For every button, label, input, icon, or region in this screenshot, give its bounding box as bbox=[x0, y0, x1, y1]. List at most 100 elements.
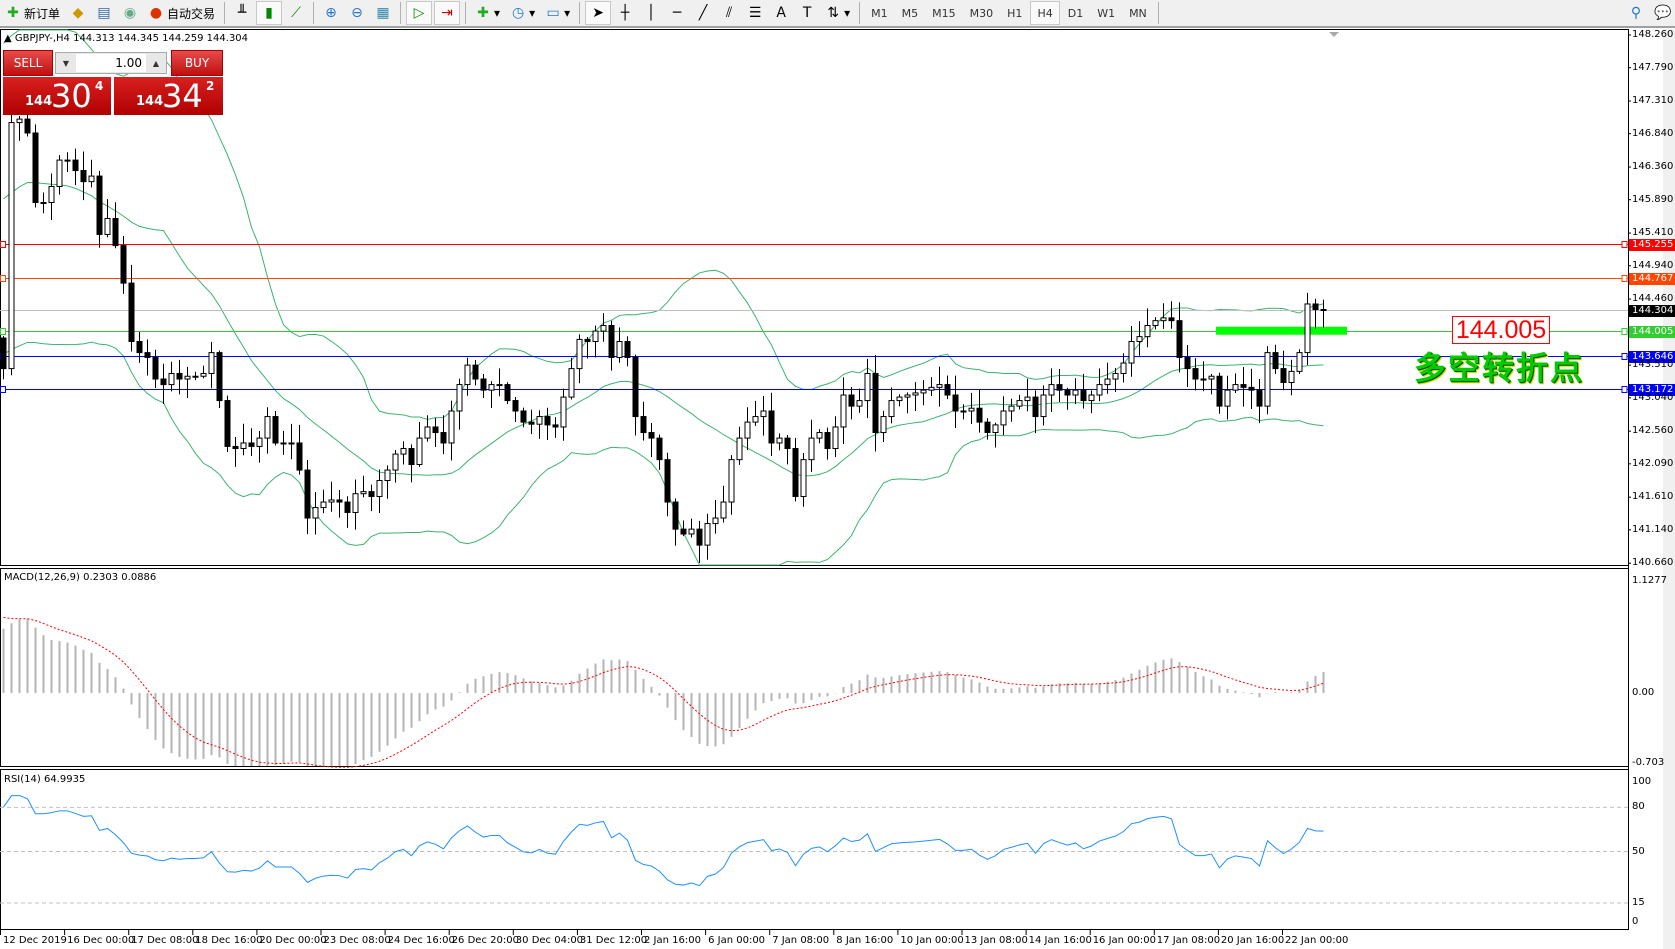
sell-button[interactable]: SELL bbox=[3, 50, 53, 76]
bullish-candle bbox=[760, 410, 767, 418]
timeframe-m15[interactable]: M15 bbox=[932, 6, 956, 20]
price-level-tag: 144.767 bbox=[1629, 272, 1675, 285]
bearish-candle bbox=[784, 437, 791, 450]
chat-button[interactable]: 💬 bbox=[1650, 1, 1674, 25]
time-label: 10 Jan 00:00 bbox=[900, 935, 964, 946]
bar-chart-button[interactable]: ╨ bbox=[230, 1, 254, 25]
timeframe-h4[interactable]: H4 bbox=[1030, 1, 1060, 25]
vertical-line-button[interactable]: │ bbox=[639, 1, 663, 25]
buy-price[interactable]: 144 34 2 bbox=[114, 77, 223, 115]
bullish-candle bbox=[880, 416, 887, 434]
collapse-triangle-icon[interactable]: ▲ bbox=[4, 33, 12, 44]
bearish-candle bbox=[136, 340, 143, 354]
signals-button[interactable]: ◉ bbox=[118, 1, 142, 25]
level-handle-icon bbox=[0, 241, 6, 248]
bearish-candle bbox=[232, 445, 239, 450]
time-label: 8 Jan 16:00 bbox=[836, 935, 894, 946]
horizontal-line-button[interactable]: ─ bbox=[665, 1, 689, 25]
bullish-candle bbox=[1288, 370, 1295, 384]
bullish-candle bbox=[464, 364, 471, 386]
one-click-trading-panel: SELL ▼ ▲ BUY 144 30 4 144 34 2 bbox=[3, 50, 223, 115]
tile-windows-icon: ▦ bbox=[376, 5, 390, 21]
bollinger-upper-band bbox=[3, 29, 1324, 421]
history-center-button[interactable]: ◆ bbox=[66, 1, 90, 25]
rsi-axis-label: 50 bbox=[1632, 845, 1645, 857]
fibonacci-button[interactable]: ☰ bbox=[743, 1, 767, 25]
candlestick-button[interactable]: ▮ bbox=[256, 1, 283, 25]
new-order-button[interactable]: ✚ 新订单 bbox=[1, 1, 64, 25]
turning-point-annotation[interactable]: 多空转折点 bbox=[1414, 349, 1585, 387]
bearish-candle bbox=[1312, 303, 1319, 311]
time-label: 20 Jan 16:00 bbox=[1220, 935, 1285, 946]
bullish-candle bbox=[616, 340, 623, 358]
price-tick-label: 143.040 bbox=[1632, 391, 1674, 403]
separator bbox=[400, 2, 402, 24]
bearish-candle bbox=[1032, 396, 1039, 418]
buy-button[interactable]: BUY bbox=[171, 50, 223, 76]
bullish-candle bbox=[728, 459, 735, 503]
zoom-in-button[interactable]: ⊕ bbox=[319, 1, 343, 25]
bullish-candle bbox=[424, 426, 431, 439]
chart-shift-button[interactable]: ⇥ bbox=[434, 1, 461, 25]
bullish-candle bbox=[1296, 352, 1303, 372]
lot-decrease-button[interactable]: ▼ bbox=[62, 58, 70, 68]
auto-scroll-button[interactable]: ▷ bbox=[406, 1, 433, 25]
bearish-candle bbox=[440, 432, 447, 444]
timeframe-mn[interactable]: MN bbox=[1129, 6, 1147, 20]
zoom-out-button[interactable]: ⊖ bbox=[345, 1, 369, 25]
trendline-button[interactable]: ╱ bbox=[691, 1, 715, 25]
cursor-icon: ➤ bbox=[592, 5, 604, 21]
crosshair-icon: ┼ bbox=[620, 5, 630, 21]
bullish-candle bbox=[392, 453, 399, 471]
search-button[interactable]: ⚲ bbox=[1624, 1, 1648, 25]
line-chart-button[interactable]: ⟋ bbox=[284, 1, 308, 25]
auto-trading-button[interactable]: ● 自动交易 bbox=[149, 5, 216, 21]
macd-label: MACD(12,26,9) 0.2303 0.0886 bbox=[4, 572, 157, 583]
bullish-candle bbox=[592, 330, 599, 342]
cursor-button[interactable]: ➤ bbox=[585, 1, 612, 25]
timeframe-h1[interactable]: H1 bbox=[1007, 6, 1023, 20]
timeframe-m5[interactable]: M5 bbox=[901, 6, 919, 20]
timeframe-d1[interactable]: D1 bbox=[1067, 6, 1084, 20]
level-handle-icon bbox=[1621, 386, 1628, 393]
sell-price[interactable]: 144 30 4 bbox=[3, 77, 111, 115]
bullish-candle bbox=[832, 426, 839, 450]
templates-button[interactable]: ▭ ▾ bbox=[546, 5, 571, 21]
bullish-candle bbox=[1200, 378, 1207, 381]
timeframe-m30[interactable]: M30 bbox=[969, 6, 994, 20]
bullish-candle bbox=[576, 338, 583, 370]
bearish-candle bbox=[976, 407, 983, 423]
timeframe-m1[interactable]: M1 bbox=[871, 6, 888, 20]
bearish-candle bbox=[648, 432, 655, 439]
price-annotation-box[interactable]: 144.005 bbox=[1452, 316, 1550, 344]
lot-increase-button[interactable]: ▲ bbox=[152, 58, 160, 68]
indicators-button[interactable]: ✚ ▾ bbox=[471, 1, 504, 25]
price-tick-label: 141.140 bbox=[1632, 523, 1674, 535]
bullish-candle bbox=[1120, 362, 1127, 374]
data-window-button[interactable]: ▤ bbox=[92, 1, 116, 25]
text-label-button[interactable]: T bbox=[795, 1, 819, 25]
tile-windows-button[interactable]: ▦ bbox=[371, 1, 395, 25]
fibonacci-icon: ☰ bbox=[748, 5, 762, 21]
price-tick-label: 147.790 bbox=[1632, 61, 1674, 73]
bullish-candle bbox=[1160, 317, 1167, 322]
equidistant-channel-button[interactable]: ⫽ bbox=[717, 1, 741, 25]
time-label: 20 Dec 00:00 bbox=[259, 935, 327, 946]
arrows-button[interactable]: ⇅ ▾ bbox=[821, 1, 854, 25]
lot-size-input[interactable] bbox=[76, 54, 146, 72]
macd-pane-frame bbox=[0, 568, 1629, 767]
bullish-candle bbox=[1304, 303, 1311, 354]
bullish-candle bbox=[448, 410, 455, 444]
separator bbox=[224, 2, 226, 24]
bearish-candle bbox=[1080, 389, 1087, 402]
text-button[interactable]: A bbox=[769, 1, 793, 25]
level-handle-icon bbox=[1621, 353, 1628, 360]
crosshair-button[interactable]: ┼ bbox=[613, 1, 637, 25]
auto-trading-icon: ● bbox=[149, 5, 163, 21]
bearish-candle bbox=[696, 528, 703, 546]
periods-button[interactable]: ◷ ▾ bbox=[511, 5, 536, 21]
bullish-candle bbox=[968, 407, 975, 412]
timeframe-w1[interactable]: W1 bbox=[1097, 6, 1116, 20]
bearish-candle bbox=[1216, 375, 1223, 407]
